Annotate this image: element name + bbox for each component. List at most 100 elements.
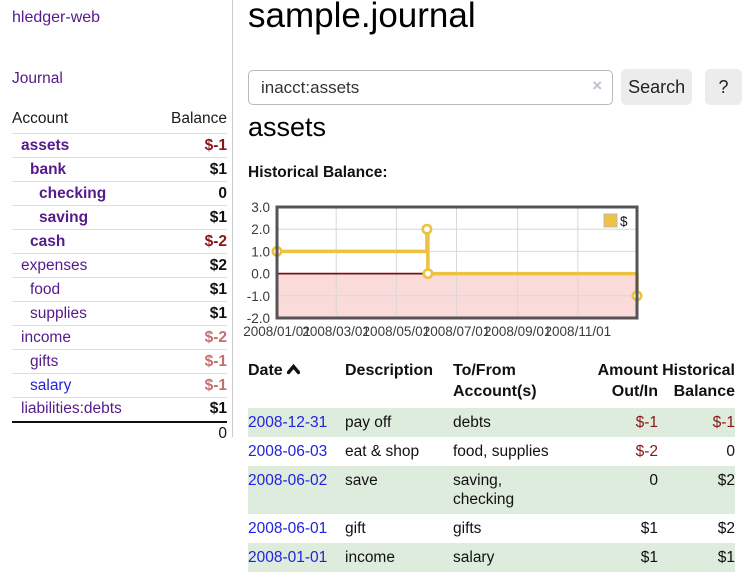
transaction-date-cell: 2008-12-31 <box>248 408 345 437</box>
register-body: 2008-12-31 pay off debts $-1 $-1 2008-06-03 ea… <box>248 408 735 572</box>
register-row: 2008-06-02 save saving, checking 0 $2 <box>248 466 735 514</box>
search-form: × Search ? <box>248 69 742 105</box>
svg-text:2008/07/01: 2008/07/01 <box>423 324 491 339</box>
account-link-bank[interactable]: bank <box>30 160 67 178</box>
transaction-balance: 0 <box>726 443 735 460</box>
account-link-food[interactable]: food <box>30 280 61 298</box>
svg-text:0.0: 0.0 <box>251 267 270 282</box>
transaction-date-cell: 2008-06-03 <box>248 437 345 466</box>
accounts-body: assets $-1 bank $1 checking 0 saving $1 cash $-2 e… <box>12 133 227 422</box>
account-balance: $2 <box>154 253 227 278</box>
transaction-balance: $2 <box>658 466 735 514</box>
transaction-accounts: gifts <box>453 520 482 537</box>
clear-search-icon[interactable]: × <box>592 76 603 95</box>
accounts-header-balance: Balance <box>170 110 227 127</box>
sidebar-item-journal[interactable]: Journal <box>12 70 63 87</box>
account-balance: $1 <box>154 397 227 422</box>
transaction-description: eat & shop <box>345 443 420 460</box>
transaction-date-cell: 2008-01-01 <box>248 543 345 572</box>
transaction-accounts: saving, checking <box>453 466 583 514</box>
account-cell: checking <box>12 181 155 206</box>
accounts-total-row: 0 <box>12 420 227 446</box>
account-balance: $1 <box>154 277 227 302</box>
account-balance: $-2 <box>154 325 227 350</box>
transaction-description: gift <box>345 520 366 537</box>
account-cell: income <box>12 325 155 350</box>
account-cell: liabilities:debts <box>12 397 155 422</box>
register-row: 2008-12-31 pay off debts $-1 $-1 <box>248 408 735 437</box>
transaction-date-cell: 2008-06-01 <box>248 514 345 543</box>
chart-label: Historical Balance: <box>248 164 388 181</box>
account-row: bank $1 <box>12 157 227 182</box>
account-row: expenses $2 <box>12 253 227 278</box>
transaction-date-link[interactable]: 2008-01-01 <box>248 549 328 566</box>
transaction-description: pay off <box>345 408 453 437</box>
account-cell: saving <box>12 205 155 230</box>
svg-text:2.0: 2.0 <box>251 222 270 237</box>
account-link-saving[interactable]: saving <box>39 208 89 226</box>
account-cell: salary <box>12 373 155 398</box>
account-link-supplies[interactable]: supplies <box>30 304 87 322</box>
account-cell: expenses <box>12 253 155 278</box>
account-cell: supplies <box>12 301 155 326</box>
svg-text:-1.0: -1.0 <box>247 289 270 304</box>
register-row: 2008-01-01 income salary $1 $1 <box>248 543 735 572</box>
account-cell: assets <box>12 133 155 158</box>
account-link-salary[interactable]: salary <box>30 376 72 394</box>
account-link-assets[interactable]: assets <box>21 136 70 154</box>
register-header-row: Date Description To/From Account(s) Amou… <box>248 358 735 408</box>
accounts-table: Account Balance assets $-1 bank $1 checking 0… <box>12 106 227 446</box>
transaction-date-link[interactable]: 2008-06-02 <box>248 472 328 489</box>
account-heading: assets <box>248 112 327 142</box>
transaction-date-cell: 2008-06-02 <box>248 466 345 514</box>
svg-text:1.0: 1.0 <box>251 244 270 259</box>
accounts-total-value: 0 <box>154 420 227 446</box>
transaction-accounts: debts <box>453 408 583 437</box>
accounts-header-account: Account <box>12 110 69 127</box>
account-cell: cash <box>12 229 155 254</box>
transaction-description: save <box>345 466 453 514</box>
svg-text:2008/11/01: 2008/11/01 <box>545 324 612 339</box>
register-row: 2008-06-01 gift gifts $1 $2 <box>248 514 735 543</box>
page-title: sample.journal <box>248 0 476 35</box>
account-row: gifts $-1 <box>12 349 227 374</box>
account-link-expenses[interactable]: expenses <box>21 256 88 274</box>
account-link-cash[interactable]: cash <box>30 232 66 250</box>
transaction-amount: $1 <box>583 543 658 572</box>
register-header-amount: Amount Out/In <box>597 362 658 400</box>
account-link-income[interactable]: income <box>21 328 71 346</box>
search-input[interactable] <box>248 70 614 105</box>
search-button[interactable]: Search <box>621 69 693 105</box>
account-balance: $-1 <box>154 373 227 398</box>
transaction-balance: $-1 <box>658 408 735 437</box>
svg-text:$: $ <box>620 214 628 229</box>
accounts-total-spacer <box>12 420 155 446</box>
transaction-amount: $1 <box>640 520 658 537</box>
transaction-date-link[interactable]: 2008-06-01 <box>248 520 328 537</box>
register-row: 2008-06-03 eat & shop food, supplies $-2 0 <box>248 437 735 466</box>
svg-text:3.0: 3.0 <box>251 200 270 215</box>
account-row: assets $-1 <box>12 133 227 158</box>
transaction-amount: 0 <box>583 466 658 514</box>
chart-canvas: $3.0 2.0 1.0 0.0 -1.0 -2.02008/01/012008/03/0… <box>243 200 643 339</box>
main-content: sample.journal × Search ? assets Histori… <box>243 0 742 582</box>
search-input-wrap: × <box>248 70 614 105</box>
account-link-checking[interactable]: checking <box>39 184 107 202</box>
register-header-date: Date <box>248 358 345 408</box>
transaction-balance: $1 <box>658 543 735 572</box>
account-balance: $-1 <box>154 133 227 158</box>
transaction-date-link[interactable]: 2008-12-31 <box>248 414 328 431</box>
help-button[interactable]: ? <box>705 69 742 105</box>
account-balance: $1 <box>154 157 227 182</box>
account-link-liabilities-debts[interactable]: liabilities:debts <box>21 400 122 418</box>
account-row: food $1 <box>12 277 227 302</box>
transaction-date-link[interactable]: 2008-06-03 <box>248 443 328 460</box>
historical-balance-chart: $3.0 2.0 1.0 0.0 -1.0 -2.0 2008/01/01 2008/03/0… <box>243 190 742 350</box>
account-row: checking 0 <box>12 181 227 206</box>
transaction-amount: $-1 <box>583 408 658 437</box>
app-title-link[interactable]: hledger-web <box>12 9 101 26</box>
account-cell: bank <box>12 157 155 182</box>
account-balance: $1 <box>154 205 227 230</box>
account-link-gifts[interactable]: gifts <box>30 352 59 370</box>
sort-ascending-icon <box>286 360 300 381</box>
